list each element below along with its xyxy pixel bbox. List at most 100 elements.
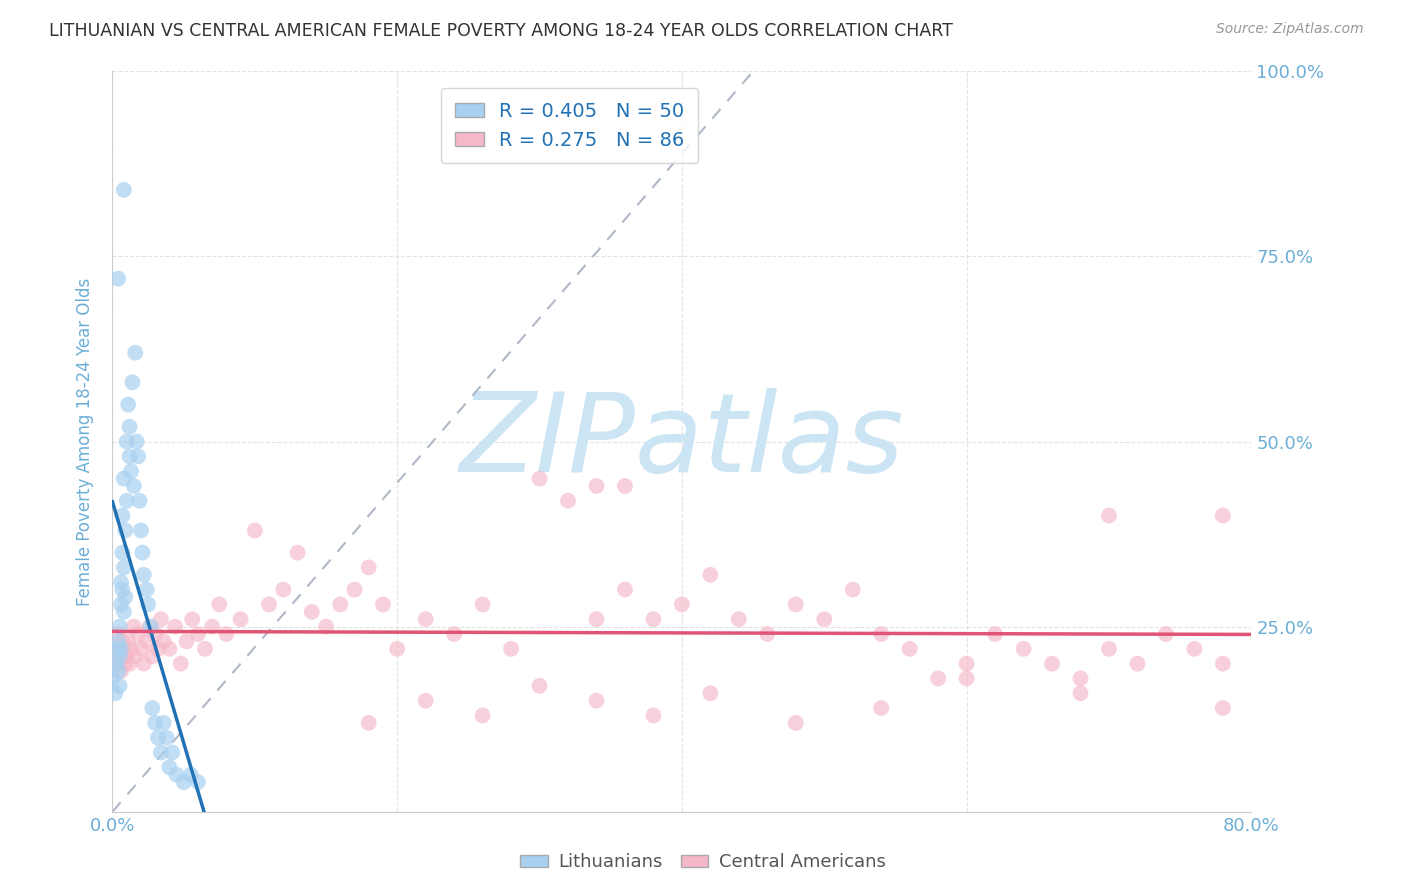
Lithuanians	[112, 560, 135, 574]
Central Americans	[301, 605, 323, 619]
Text: Source: ZipAtlas.com: Source: ZipAtlas.com	[1216, 22, 1364, 37]
Lithuanians	[118, 450, 141, 464]
Lithuanians	[108, 679, 131, 693]
Lithuanians	[110, 598, 132, 612]
Lithuanians	[149, 746, 172, 760]
Central Americans	[271, 582, 295, 597]
Central Americans	[371, 598, 394, 612]
Lithuanians	[112, 605, 135, 619]
Lithuanians	[111, 508, 134, 523]
Central Americans	[613, 582, 636, 597]
Lithuanians	[114, 524, 136, 538]
Central Americans	[243, 524, 266, 538]
Central Americans	[529, 679, 551, 693]
Lithuanians	[139, 619, 162, 633]
Central Americans	[122, 619, 145, 633]
Central Americans	[315, 619, 337, 633]
Lithuanians	[101, 672, 124, 686]
Central Americans	[149, 612, 172, 626]
Lithuanians	[107, 271, 129, 285]
Lithuanians	[146, 731, 169, 745]
Central Americans	[152, 634, 174, 648]
Central Americans	[1126, 657, 1149, 671]
Central Americans	[101, 641, 124, 656]
Lithuanians	[107, 634, 129, 648]
Central Americans	[138, 619, 160, 633]
Central Americans	[1098, 508, 1121, 523]
Central Americans	[107, 627, 129, 641]
Central Americans	[501, 641, 523, 656]
Central Americans	[187, 627, 209, 641]
Central Americans	[471, 708, 494, 723]
Central Americans	[343, 582, 366, 597]
Central Americans	[104, 657, 127, 671]
Central Americans	[141, 649, 163, 664]
Lithuanians	[121, 376, 143, 390]
Lithuanians	[110, 575, 132, 590]
Central Americans	[841, 582, 863, 597]
Central Americans	[165, 619, 187, 633]
Central Americans	[357, 560, 380, 574]
Central Americans	[257, 598, 280, 612]
Legend: Lithuanians, Central Americans: Lithuanians, Central Americans	[513, 847, 893, 879]
Central Americans	[1212, 701, 1234, 715]
Central Americans	[870, 627, 893, 641]
Lithuanians	[120, 464, 142, 478]
Central Americans	[329, 598, 352, 612]
Central Americans	[1069, 686, 1091, 700]
Lithuanians	[127, 450, 149, 464]
Central Americans	[1212, 657, 1234, 671]
Lithuanians	[108, 619, 131, 633]
Text: ZIPatlas: ZIPatlas	[460, 388, 904, 495]
Lithuanians	[117, 398, 139, 412]
Lithuanians	[129, 524, 152, 538]
Central Americans	[956, 657, 979, 671]
Central Americans	[643, 612, 665, 626]
Lithuanians	[187, 775, 209, 789]
Lithuanians	[143, 715, 166, 730]
Lithuanians	[112, 471, 135, 485]
Central Americans	[785, 715, 807, 730]
Central Americans	[118, 657, 141, 671]
Central Americans	[1012, 641, 1035, 656]
Central Americans	[124, 649, 146, 664]
Central Americans	[111, 634, 134, 648]
Central Americans	[728, 612, 751, 626]
Central Americans	[585, 694, 607, 708]
Central Americans	[956, 672, 979, 686]
Central Americans	[443, 627, 465, 641]
Central Americans	[529, 471, 551, 485]
Central Americans	[108, 649, 131, 664]
Lithuanians	[180, 767, 202, 781]
Central Americans	[984, 627, 1007, 641]
Central Americans	[699, 686, 721, 700]
Lithuanians	[135, 582, 157, 597]
Central Americans	[756, 627, 779, 641]
Central Americans	[170, 657, 193, 671]
Central Americans	[115, 649, 138, 664]
Y-axis label: Female Poverty Among 18-24 Year Olds: Female Poverty Among 18-24 Year Olds	[76, 277, 94, 606]
Lithuanians	[115, 434, 138, 449]
Central Americans	[557, 493, 579, 508]
Central Americans	[898, 641, 921, 656]
Central Americans	[127, 627, 149, 641]
Lithuanians	[128, 493, 150, 508]
Central Americans	[585, 479, 607, 493]
Legend: R = 0.405   N = 50, R = 0.275   N = 86: R = 0.405 N = 50, R = 0.275 N = 86	[441, 88, 699, 163]
Central Americans	[870, 701, 893, 715]
Central Americans	[1212, 508, 1234, 523]
Lithuanians	[107, 664, 129, 678]
Central Americans	[585, 612, 607, 626]
Lithuanians	[112, 183, 135, 197]
Central Americans	[471, 598, 494, 612]
Central Americans	[146, 641, 169, 656]
Lithuanians	[141, 701, 163, 715]
Lithuanians	[110, 641, 132, 656]
Central Americans	[201, 619, 224, 633]
Central Americans	[385, 641, 409, 656]
Lithuanians	[105, 657, 128, 671]
Central Americans	[112, 641, 135, 656]
Central Americans	[1040, 657, 1063, 671]
Central Americans	[117, 634, 139, 648]
Lithuanians	[173, 775, 195, 789]
